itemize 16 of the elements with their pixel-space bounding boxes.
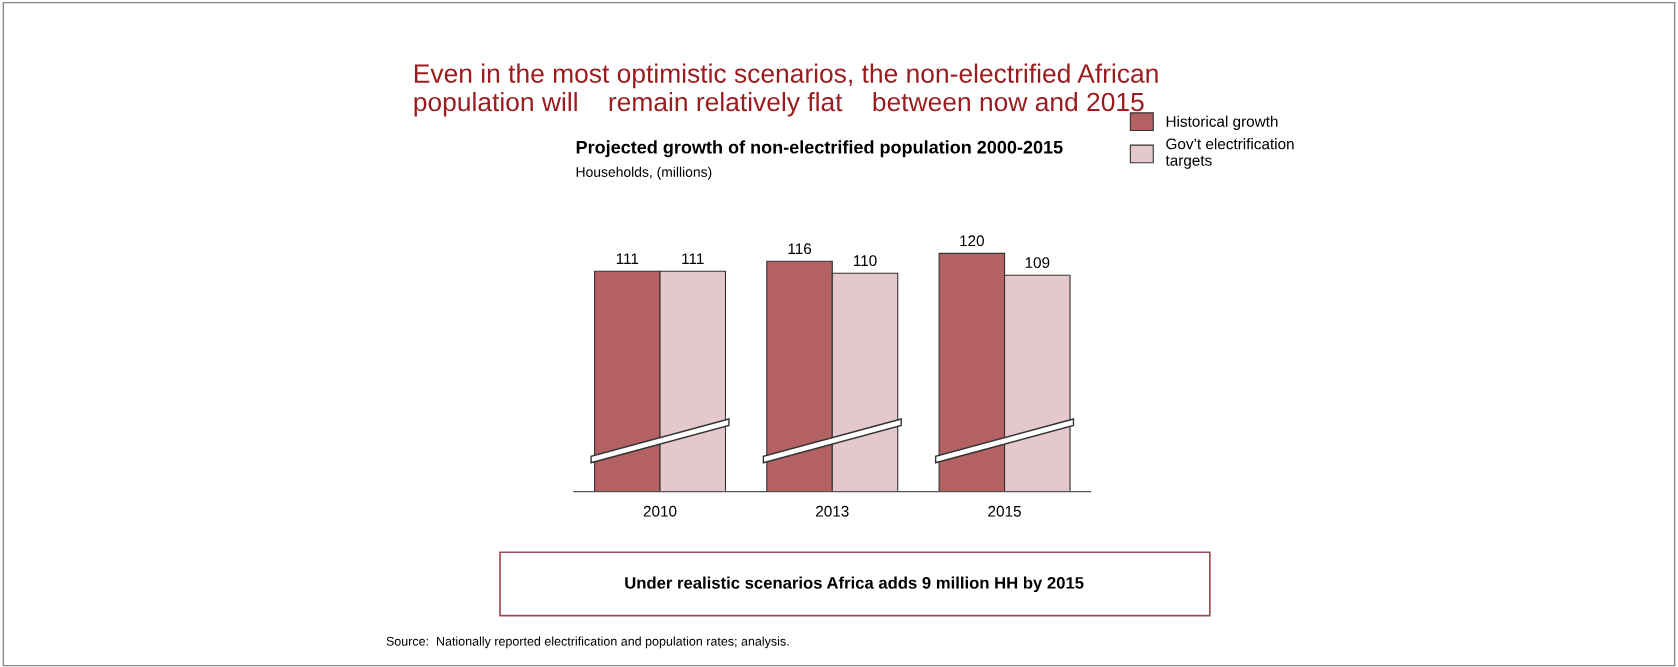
data-label: 110 — [854, 255, 877, 267]
chart-subtitle: Households, (millions) — [576, 166, 712, 180]
text: Under realistic scenarios Africa adds 9 million HH by 2015 — [625, 576, 1084, 593]
legend-label: Historical growth — [1166, 115, 1278, 130]
text: Even in the most optimistic scenarios, the non-electrified African population will remain relatively flat between now and 2015 — [414, 63, 1158, 117]
legend-label: Gov’t electrification targets — [1165, 138, 1294, 169]
data-label: 109 — [1025, 257, 1050, 269]
data-label: 111 — [682, 253, 704, 264]
x-tick-label: 2010 — [643, 505, 677, 517]
data-label: 120 — [960, 235, 984, 247]
chart-title: Projected growth of non-electrified population 2000-2015 — [576, 140, 1063, 158]
source-note: Source: Nationally reported electrification and population rates; analysis. — [386, 636, 789, 649]
data-label: 116 — [788, 243, 812, 255]
data-label: 111 — [616, 253, 639, 264]
x-tick-label: 2015 — [988, 505, 1021, 517]
x-tick-label: 2013 — [816, 505, 849, 517]
